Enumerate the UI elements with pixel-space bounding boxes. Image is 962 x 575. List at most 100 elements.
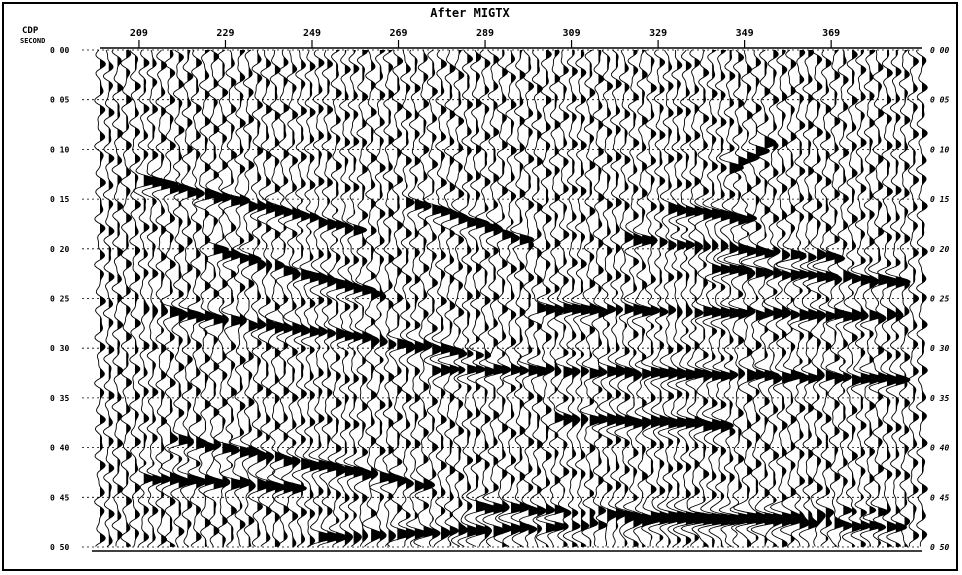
y-tick-label-right: 0 40 xyxy=(930,444,949,453)
trace-wiggle xyxy=(648,49,678,547)
trace-wiggle xyxy=(850,49,877,547)
trace-wiggle xyxy=(518,49,544,547)
trace-wiggle xyxy=(133,49,162,547)
trace-fill xyxy=(563,50,578,547)
y-tick-label-right: 0 10 xyxy=(930,145,949,154)
trace-wiggle xyxy=(437,49,466,547)
trace-fill xyxy=(484,50,499,547)
trace-fill xyxy=(537,50,553,547)
trace-fill xyxy=(685,50,707,547)
trace-wiggle xyxy=(247,49,271,547)
y-tick-label-right: 0 00 xyxy=(930,46,949,55)
y-tick-label-left: 0 40 xyxy=(50,444,69,453)
trace-wiggle xyxy=(369,49,395,547)
trace-wiggle xyxy=(916,49,928,547)
trace-wiggle xyxy=(708,49,745,547)
trace-wiggle xyxy=(763,49,789,547)
trace-fill xyxy=(572,50,588,547)
trace-wiggle xyxy=(579,49,604,547)
trace-wiggle xyxy=(264,49,289,547)
trace-wiggle xyxy=(120,49,133,547)
trace-wiggle xyxy=(688,49,730,547)
trace-fill xyxy=(222,50,239,547)
trace-wiggle xyxy=(212,49,239,547)
trace-wiggle xyxy=(380,49,401,547)
y-tick-label-left: 0 30 xyxy=(50,344,69,353)
trace-wiggle xyxy=(326,49,353,547)
trace-wiggle xyxy=(833,49,859,547)
trace-wiggle xyxy=(464,49,492,547)
x-tick-label: 329 xyxy=(649,28,667,39)
y-tick-label-right: 0 25 xyxy=(930,295,949,304)
trace-wiggle xyxy=(543,49,569,547)
trace-wiggle xyxy=(387,49,414,547)
trace-fill xyxy=(108,50,115,547)
trace-wiggle xyxy=(867,49,895,547)
trace-wiggle xyxy=(907,49,920,547)
trace-wiggle xyxy=(527,49,553,547)
trace-wiggle xyxy=(859,49,885,547)
trace-fill xyxy=(344,50,361,547)
trace-wiggle xyxy=(769,49,799,547)
trace-wiggle xyxy=(474,49,499,547)
trace-fill xyxy=(196,50,209,547)
trace-wiggle xyxy=(334,49,361,547)
trace-fill xyxy=(659,50,678,547)
trace-wiggle xyxy=(591,49,611,547)
trace-wiggle xyxy=(497,49,527,547)
trace-wiggle xyxy=(168,49,195,547)
trace-wiggle xyxy=(493,49,516,547)
trace-fill xyxy=(694,50,717,547)
trace-wiggle xyxy=(597,49,622,547)
trace-fill xyxy=(169,50,184,547)
trace-fill xyxy=(449,50,465,547)
trace-wiggle xyxy=(797,49,823,547)
trace-fill xyxy=(309,50,325,547)
trace-wiggle xyxy=(842,49,865,547)
trace-wiggle xyxy=(160,49,185,547)
y-tick-label-right: 0 50 xyxy=(930,543,949,552)
trace-wiggle xyxy=(789,49,814,547)
trace-wiggle xyxy=(553,49,579,547)
trace-wiggle xyxy=(697,49,739,547)
trace-wiggle xyxy=(151,49,179,547)
y-tick-label-left: 0 00 xyxy=(50,46,69,55)
trace-fill xyxy=(117,50,123,547)
trace-wiggle xyxy=(606,49,630,547)
y-tick-label-right: 0 15 xyxy=(930,195,949,204)
x-axis-name: CDP xyxy=(22,26,39,36)
trace-fill xyxy=(913,50,919,547)
trace-wiggle xyxy=(186,49,209,547)
y-axis-name: SECOND xyxy=(20,37,45,45)
trace-fill xyxy=(782,50,799,547)
y-tick-label-left: 0 25 xyxy=(50,295,69,304)
trace-fill xyxy=(100,50,106,547)
trace-wiggle xyxy=(723,49,759,547)
trace-fill xyxy=(852,50,864,547)
trace-wiggle xyxy=(456,49,482,547)
trace-fill xyxy=(204,50,221,547)
trace-fill xyxy=(712,50,738,547)
time-axis-left: 0 00 0 05 0 10 0 15 0 20 0 25 0 30 0 35 0 40 0 45… xyxy=(50,46,69,552)
trace-wiggle xyxy=(571,49,598,547)
trace-fill xyxy=(642,50,658,547)
trace-fill xyxy=(668,50,689,547)
trace-wiggle xyxy=(510,49,535,547)
y-tick-label-left: 0 35 xyxy=(50,394,69,403)
trace-fill xyxy=(362,50,377,547)
trace-wiggle xyxy=(898,49,911,547)
x-tick-label: 369 xyxy=(822,28,840,39)
trace-wiggle xyxy=(397,49,418,547)
trace-wiggle xyxy=(129,49,141,547)
x-tick-label: 309 xyxy=(563,28,581,39)
trace-wiggle xyxy=(193,49,221,547)
trace-wiggle xyxy=(631,49,659,547)
trace-fill xyxy=(519,50,534,547)
trace-fill xyxy=(895,50,910,547)
trace-wiggle xyxy=(362,49,384,547)
y-tick-label-right: 0 05 xyxy=(930,96,949,105)
trace-wiggle xyxy=(825,49,850,547)
x-tick-label: 229 xyxy=(216,28,234,39)
trace-fill xyxy=(554,50,568,547)
